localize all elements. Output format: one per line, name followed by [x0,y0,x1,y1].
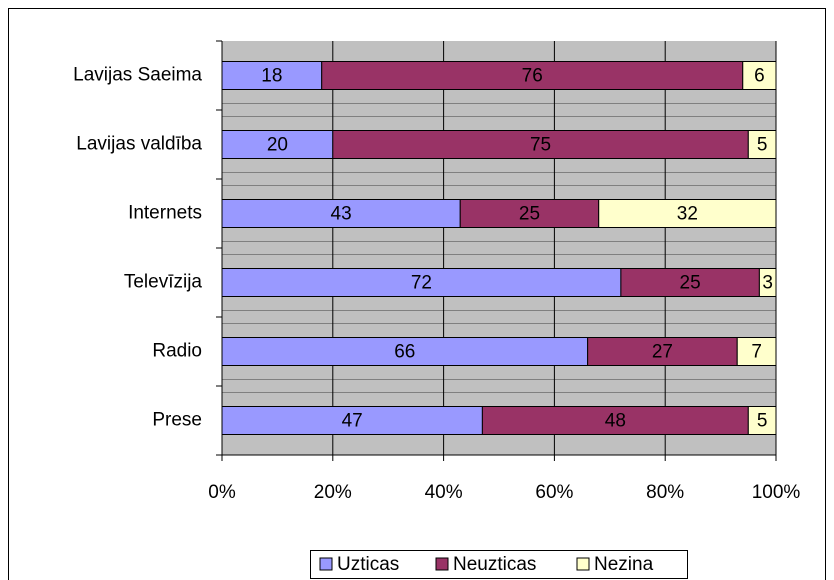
data-label: 47 [342,411,363,432]
data-label: 5 [757,411,768,432]
legend-swatch [319,557,333,571]
bar-segment [332,130,749,159]
bar-segment [221,406,483,435]
plot-area [222,41,776,455]
bar-segment [736,337,777,366]
data-label: 48 [605,411,626,432]
data-label: 43 [331,204,352,225]
bar-segment [221,130,334,159]
data-label: 27 [652,342,673,363]
x-tick-label: 80% [646,482,684,503]
data-label: 6 [754,66,765,87]
data-label: 7 [751,342,762,363]
bar-segment [459,199,600,228]
y-tick-label: Radio [152,341,202,362]
bar-segment [620,268,760,297]
bar-segment [747,406,777,435]
data-label: 20 [267,135,288,156]
y-tick-label: Prese [152,410,202,431]
bar-segment [221,268,622,297]
y-tick-label: Lavijas valdība [76,134,202,155]
data-label: 72 [411,273,432,294]
bar-segment [221,199,461,228]
bar-segment [742,61,777,90]
data-label: 3 [762,273,773,294]
data-label: 18 [261,66,282,87]
x-tick-label: 40% [425,482,463,503]
x-tick-label: 100% [752,482,801,503]
bar-segment [221,61,323,90]
x-tick-label: 0% [208,482,236,503]
y-tick-label: Lavijas Saeima [73,65,202,86]
data-label: 5 [757,135,768,156]
x-tick-label: 60% [535,482,573,503]
bar-segment [587,337,738,366]
y-tick-label: Internets [128,203,202,224]
data-label: 75 [530,135,551,156]
legend-label: Neuzticas [453,554,536,575]
bar-segment [758,268,777,297]
legend-label: Nezina [594,554,654,575]
data-label: 25 [519,204,540,225]
data-label: 66 [394,342,415,363]
legend-swatch [435,557,449,571]
bar-segment [221,337,589,366]
data-label: 32 [677,204,698,225]
legend-label: Uzticas [337,554,399,575]
data-label: 76 [522,66,543,87]
x-tick-label: 20% [314,482,352,503]
y-tick-label: Televīzija [124,272,203,293]
bar-segment [598,199,777,228]
legend-swatch [576,557,590,571]
bar-segment [747,130,777,159]
data-label: 25 [680,273,701,294]
legend-box [310,550,688,579]
